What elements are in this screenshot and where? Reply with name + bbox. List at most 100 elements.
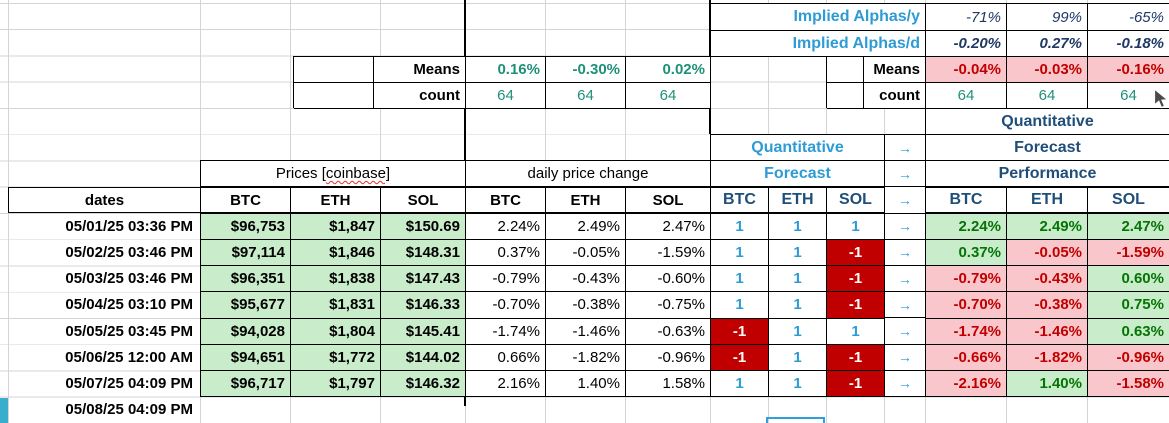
performance-cell[interactable]: -0.38% <box>1007 292 1088 319</box>
change-cell[interactable]: -0.96% <box>626 344 711 371</box>
left-count-eth[interactable]: 64 <box>546 83 626 109</box>
left-count-label[interactable]: count <box>374 83 466 109</box>
active-cell-selection[interactable] <box>766 417 825 423</box>
price-cell[interactable]: $1,846 <box>291 240 381 267</box>
date-cell[interactable]: 05/06/25 12:00 AM <box>65 348 193 366</box>
price-cell[interactable]: $96,753 <box>201 214 291 241</box>
right-arrow-icon[interactable]: → <box>885 239 926 266</box>
change-col-sol[interactable]: SOL <box>626 188 711 213</box>
change-cell[interactable]: -1.46% <box>546 318 626 345</box>
change-cell[interactable]: 2.16% <box>466 370 546 397</box>
price-cell[interactable]: $1,797 <box>291 370 381 397</box>
date-cell[interactable]: 05/04/25 03:10 PM <box>65 296 193 314</box>
change-cell[interactable]: 2.24% <box>466 214 546 241</box>
price-col-sol[interactable]: SOL <box>381 188 466 213</box>
right-means-label[interactable]: Means <box>864 57 926 83</box>
performance-cell[interactable]: -1.82% <box>1007 344 1088 371</box>
change-cell[interactable]: -0.79% <box>466 266 546 293</box>
price-cell[interactable]: $146.33 <box>381 292 466 319</box>
price-cell[interactable]: $150.69 <box>381 214 466 241</box>
price-col-eth[interactable]: ETH <box>291 188 381 213</box>
price-cell[interactable]: $148.31 <box>381 240 466 267</box>
daily-change-header-cell[interactable]: daily price change <box>466 161 711 187</box>
implied-alpha-d-eth[interactable]: 0.27% <box>1007 31 1088 57</box>
performance-cell[interactable]: 0.60% <box>1088 266 1169 293</box>
change-cell[interactable]: -0.63% <box>626 318 711 345</box>
price-cell[interactable]: $1,804 <box>291 318 381 345</box>
implied-alphas-d-label[interactable]: Implied Alphas/d <box>711 31 926 57</box>
empty-cell[interactable] <box>294 57 374 83</box>
implied-alpha-y-sol[interactable]: -65% <box>1088 4 1169 31</box>
dates-header-cell[interactable]: dates <box>9 188 201 213</box>
right-arrow-icon[interactable]: → <box>885 161 926 188</box>
performance-cell[interactable]: -1.74% <box>926 318 1007 345</box>
left-mean-eth[interactable]: -0.30% <box>546 57 626 83</box>
forecast-cell[interactable]: 1 <box>827 318 885 345</box>
forecast-cell[interactable]: 1 <box>711 240 769 267</box>
perf-col-eth[interactable]: ETH <box>1007 188 1088 213</box>
change-cell[interactable]: 2.49% <box>546 214 626 241</box>
change-cell[interactable]: -0.05% <box>546 240 626 267</box>
price-cell[interactable]: $1,772 <box>291 344 381 371</box>
change-cell[interactable]: -0.75% <box>626 292 711 319</box>
change-cell[interactable]: -0.60% <box>626 266 711 293</box>
implied-alpha-d-btc[interactable]: -0.20% <box>926 31 1007 57</box>
performance-cell[interactable]: -0.05% <box>1007 240 1088 267</box>
date-cell[interactable]: 05/05/25 03:45 PM <box>65 322 193 340</box>
right-mean-btc[interactable]: -0.04% <box>926 57 1007 83</box>
right-arrow-icon[interactable]: → <box>885 135 926 162</box>
empty-cell[interactable] <box>294 83 374 109</box>
change-cell[interactable]: 0.37% <box>466 240 546 267</box>
price-cell[interactable]: $145.41 <box>381 318 466 345</box>
right-arrow-icon[interactable]: → <box>885 292 926 319</box>
price-cell[interactable]: $1,831 <box>291 292 381 319</box>
price-cell[interactable]: $1,847 <box>291 214 381 241</box>
change-cell[interactable]: -1.59% <box>626 240 711 267</box>
empty-cell[interactable] <box>827 83 864 109</box>
forecast-header-line1[interactable]: Quantitative <box>711 135 885 161</box>
empty-cell[interactable] <box>827 57 864 83</box>
change-col-btc[interactable]: BTC <box>466 188 546 213</box>
forecast-cell[interactable]: 1 <box>769 292 827 319</box>
left-mean-sol[interactable]: 0.02% <box>626 57 711 83</box>
forecast-cell[interactable]: 1 <box>711 266 769 293</box>
performance-cell[interactable]: -2.16% <box>926 370 1007 397</box>
change-cell[interactable]: 2.47% <box>626 214 711 241</box>
perf-col-sol[interactable]: SOL <box>1088 188 1169 213</box>
forecast-cell[interactable]: 1 <box>769 266 827 293</box>
right-arrow-icon[interactable]: → <box>885 213 926 240</box>
forecast-cell[interactable]: -1 <box>827 240 885 267</box>
forecast-header-line2[interactable]: Forecast <box>711 161 885 187</box>
perf-col-btc[interactable]: BTC <box>926 188 1007 213</box>
performance-cell[interactable]: -1.46% <box>1007 318 1088 345</box>
date-cell[interactable]: 05/02/25 03:46 PM <box>65 243 193 261</box>
left-mean-btc[interactable]: 0.16% <box>466 57 546 83</box>
right-count-btc[interactable]: 64 <box>926 83 1007 109</box>
date-cell[interactable]: 05/08/25 04:09 PM <box>65 401 193 419</box>
implied-alpha-y-btc[interactable]: -71% <box>926 4 1007 31</box>
performance-cell[interactable]: -1.59% <box>1088 240 1169 267</box>
change-cell[interactable]: 0.66% <box>466 344 546 371</box>
performance-cell[interactable]: -1.58% <box>1088 370 1169 397</box>
change-cell[interactable]: -1.82% <box>546 344 626 371</box>
price-cell[interactable]: $94,651 <box>201 344 291 371</box>
performance-cell[interactable]: 0.75% <box>1088 292 1169 319</box>
forecast-cell[interactable]: -1 <box>827 266 885 293</box>
change-cell[interactable]: -0.38% <box>546 292 626 319</box>
forecast-cell[interactable]: -1 <box>711 344 769 371</box>
date-cell[interactable]: 05/01/25 03:36 PM <box>65 217 193 235</box>
right-count-eth[interactable]: 64 <box>1007 83 1088 109</box>
forecast-cell[interactable]: 1 <box>827 214 885 241</box>
forecast-cell[interactable]: 1 <box>769 370 827 397</box>
performance-cell[interactable]: -0.70% <box>926 292 1007 319</box>
right-arrow-icon[interactable]: → <box>885 266 926 293</box>
price-cell[interactable]: $97,114 <box>201 240 291 267</box>
implied-alpha-d-sol[interactable]: -0.18% <box>1088 31 1169 57</box>
implied-alpha-y-eth[interactable]: 99% <box>1007 4 1088 31</box>
forecast-cell[interactable]: 1 <box>711 214 769 241</box>
performance-cell[interactable]: 2.24% <box>926 214 1007 241</box>
performance-cell[interactable]: -0.79% <box>926 266 1007 293</box>
change-cell[interactable]: 1.58% <box>626 370 711 397</box>
right-mean-sol[interactable]: -0.16% <box>1088 57 1169 83</box>
forecast-cell[interactable]: 1 <box>769 344 827 371</box>
